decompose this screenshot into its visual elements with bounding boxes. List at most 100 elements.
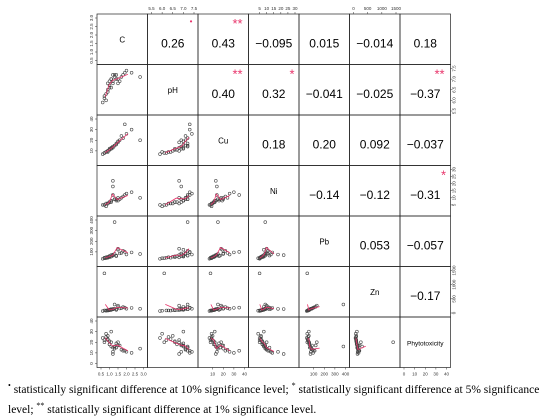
point-Cu-C-21 bbox=[123, 122, 127, 127]
top-tick-label-pH-1: 6.0 bbox=[159, 6, 166, 11]
point-Phytotoxicity-C-8 bbox=[104, 332, 108, 336]
left-tick-label-Cu-3: 40 bbox=[89, 116, 94, 122]
correlation-C-pH: 0.26 bbox=[161, 36, 185, 50]
point-Pb-Cu-26 bbox=[215, 252, 219, 257]
bottom-tick-label-Phytotoxicity-2: 20 bbox=[423, 372, 429, 377]
point-Pb-Ni-26 bbox=[276, 252, 280, 257]
point-Phytotoxicity-Pb-15 bbox=[310, 347, 315, 352]
point-Phytotoxicity-Ni-25 bbox=[259, 335, 263, 339]
point-Cu-pH-18 bbox=[185, 143, 190, 148]
smooth-line-Phytotoxicity-pH bbox=[165, 338, 190, 350]
smooth-line-Pb-Ni bbox=[259, 246, 275, 259]
bottom-tick-label-C-3: 2.0 bbox=[123, 372, 130, 377]
point-Phytotoxicity-Cu-26 bbox=[215, 350, 219, 354]
point-Ni-Cu-25 bbox=[209, 201, 214, 206]
top-tick-label-Zn-3: 1500 bbox=[391, 6, 402, 11]
point-Phytotoxicity-Zn-20 bbox=[355, 329, 359, 334]
correlation-C-Zn: −0.014 bbox=[356, 36, 393, 50]
right-tick-label-pH-0: 5.5 bbox=[452, 107, 457, 114]
point-Ni-pH-26 bbox=[179, 184, 183, 189]
bottom-tick-label-Phytotoxicity-3: 30 bbox=[433, 372, 439, 377]
left-tick-label-Pb-1: 200 bbox=[89, 237, 94, 245]
point-Zn-C-15 bbox=[119, 306, 124, 310]
point-Ni-C-26 bbox=[111, 184, 115, 189]
point-Cu-pH-6 bbox=[188, 127, 192, 132]
smooth-line-Cu-C bbox=[105, 133, 129, 153]
point-pH-C-17 bbox=[111, 81, 115, 86]
point-Ni-C-17 bbox=[111, 179, 115, 183]
point-Pb-Ni-27 bbox=[262, 248, 266, 252]
point-Phytotoxicity-pH-13 bbox=[181, 341, 186, 346]
correlation-Ni-Phytotoxicity: −0.31 bbox=[410, 188, 441, 202]
point-Phytotoxicity-Zn-7 bbox=[359, 340, 363, 344]
point-Pb-Ni-18 bbox=[263, 220, 267, 224]
point-Zn-Ni-27 bbox=[262, 305, 266, 309]
caption-text-5: statistically significant difference at … bbox=[8, 383, 540, 416]
significance-mark-C-pH: • bbox=[190, 17, 193, 26]
point-Phytotoxicity-C-4 bbox=[106, 334, 110, 338]
point-Pb-pH-10 bbox=[179, 251, 183, 256]
point-Phytotoxicity-C-18 bbox=[112, 344, 117, 349]
point-Pb-C-24 bbox=[114, 253, 119, 258]
left-tick-label-Pb-3: 400 bbox=[89, 216, 94, 224]
point-Zn-pH-25 bbox=[166, 308, 171, 313]
point-Phytotoxicity-Pb-17 bbox=[308, 352, 313, 356]
point-Ni-Cu-9 bbox=[215, 193, 219, 197]
point-Cu-C-25 bbox=[104, 150, 108, 154]
correlation-Ni-Pb: −0.14 bbox=[309, 188, 340, 202]
top-tick-label-pH-0: 5.5 bbox=[148, 6, 155, 11]
point-Pb-Ni-15 bbox=[264, 251, 269, 255]
point-pH-C-16 bbox=[106, 90, 110, 94]
point-Phytotoxicity-Cu-23 bbox=[221, 346, 225, 351]
point-Pb-C-26 bbox=[111, 252, 115, 257]
point-Zn-pH-4 bbox=[171, 308, 175, 312]
correlation-C-Pb: 0.015 bbox=[309, 36, 339, 50]
point-Phytotoxicity-pH-8 bbox=[160, 332, 164, 336]
left-tick-label-Phytotoxicity-3: 30 bbox=[89, 329, 94, 335]
bottom-tick-label-Cu-0: 10 bbox=[210, 372, 216, 377]
point-Zn-Cu-18 bbox=[216, 302, 220, 307]
smooth-line-Ni-C bbox=[105, 193, 129, 206]
right-tick-label-Ni-4: 25 bbox=[452, 174, 457, 180]
point-Pb-Cu-18 bbox=[216, 220, 220, 224]
point-Phytotoxicity-Zn-19 bbox=[391, 340, 395, 344]
point-pH-C-6 bbox=[129, 71, 134, 75]
point-Cu-C-15 bbox=[119, 134, 124, 138]
point-Ni-Cu-6 bbox=[232, 190, 236, 194]
point-Ni-pH-27 bbox=[181, 198, 186, 203]
point-Pb-Cu-21 bbox=[237, 250, 241, 254]
point-Ni-Cu-18 bbox=[216, 197, 220, 201]
caption-sig-1: ** statistically significant difference … bbox=[36, 401, 316, 416]
point-Ni-C-28 bbox=[109, 200, 113, 204]
point-pH-C-1 bbox=[112, 75, 117, 79]
point-Zn-C-23 bbox=[138, 307, 142, 311]
right-tick-label-Ni-0: 5 bbox=[452, 203, 457, 206]
point-Phytotoxicity-C-17 bbox=[111, 352, 115, 356]
point-Pb-Ni-17 bbox=[281, 253, 286, 257]
smooth-line-Zn-Ni bbox=[259, 304, 275, 311]
point-Phytotoxicity-Ni-8 bbox=[256, 332, 260, 336]
right-tick-label-Ni-2: 15 bbox=[452, 188, 457, 194]
point-Zn-pH-27 bbox=[181, 305, 186, 309]
point-Pb-Cu-6 bbox=[232, 250, 236, 255]
scatterplot-matrix: CpHCuNiPbZnPhytotoxicity0.26•0.43**−0.09… bbox=[89, 6, 457, 377]
variable-label-c: C bbox=[119, 35, 125, 44]
correlation-pH-Zn: −0.025 bbox=[356, 87, 393, 101]
top-tick-label-pH-4: 7.5 bbox=[191, 6, 198, 11]
left-tick-label-C-5: 3.0 bbox=[89, 14, 94, 21]
bottom-tick-label-Phytotoxicity-0: 0 bbox=[403, 372, 406, 377]
point-Cu-pH-7 bbox=[177, 140, 181, 145]
point-Zn-Ni-17 bbox=[281, 307, 286, 311]
panel-frame-6-2 bbox=[197, 316, 249, 368]
right-tick-label-Zn-1: 500 bbox=[452, 295, 457, 303]
point-Zn-C-6 bbox=[129, 306, 134, 310]
point-Cu-C-24 bbox=[114, 141, 119, 146]
left-tick-label-C-3: 2.0 bbox=[89, 31, 94, 38]
smooth-line-Ni-pH bbox=[165, 195, 190, 206]
point-Phytotoxicity-C-3 bbox=[121, 349, 125, 353]
point-Cu-C-18 bbox=[112, 143, 117, 148]
point-Zn-pH-7 bbox=[177, 303, 181, 308]
point-Pb-C-18 bbox=[112, 220, 117, 224]
point-Phytotoxicity-pH-25 bbox=[166, 335, 171, 339]
left-tick-label-Pb-2: 300 bbox=[89, 226, 94, 234]
